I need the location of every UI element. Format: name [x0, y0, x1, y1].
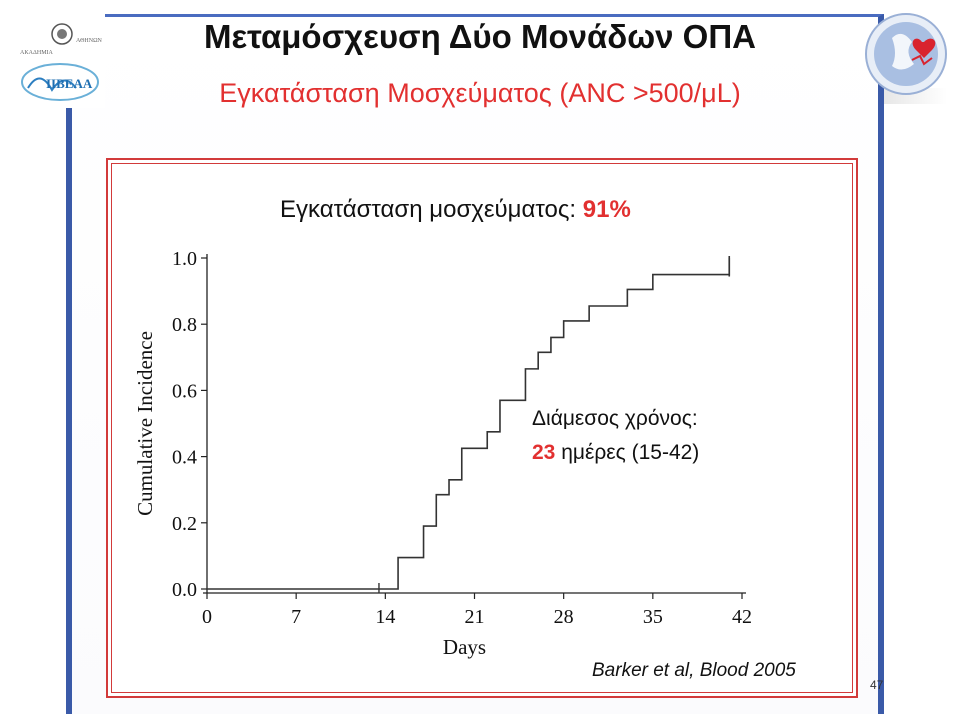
iibeaa-logo-text: IIBEAA	[46, 76, 93, 91]
y-tick-label: 0.4	[172, 447, 197, 469]
slide-title: Μεταμόσχευση Δύο Μονάδων ΟΠΑ	[204, 18, 756, 55]
svg-text:ΑΚΑΔΗΜΙΑ: ΑΚΑΔΗΜΙΑ	[20, 50, 54, 56]
incidence-step-line	[207, 258, 731, 590]
x-tick-label: 0	[202, 606, 212, 628]
y-tick-label: 0.8	[172, 314, 197, 336]
median-value: 23	[532, 441, 556, 464]
x-axis-label: Days	[443, 635, 486, 659]
y-axis-label: Cumulative Incidence	[133, 331, 157, 516]
page-number: 47	[870, 678, 884, 692]
slide-subtitle: Εγκατάσταση Μοσχεύματος (ANC >500/μL)	[219, 78, 741, 108]
headline-value: 91%	[582, 196, 631, 223]
citation: Barker et al, Blood 2005	[592, 660, 796, 681]
x-tick-label: 42	[732, 606, 752, 628]
y-tick-label: 0.2	[172, 513, 197, 535]
y-tick-label: 1.0	[172, 248, 197, 270]
median-time-note: Διάμεσος χρόνος: 23 ημέρες (15-42)	[532, 402, 699, 470]
x-tick-label: 35	[643, 606, 663, 628]
engraftment-headline: Εγκατάσταση μοσχεύματος: 91%	[280, 196, 631, 224]
x-tick-label: 14	[375, 606, 395, 628]
y-tick-label: 0.0	[172, 579, 197, 601]
academy-logo: ΑΚΑΔΗΜΙΑ ΑΘΗΝΩΝ IIBEAA	[10, 8, 105, 108]
x-tick-label: 21	[465, 606, 485, 628]
y-tick-label: 0.6	[172, 380, 197, 402]
median-label: Διάμεσος χρόνος:	[532, 407, 698, 430]
x-tick-label: 28	[554, 606, 574, 628]
x-tick-label: 7	[291, 606, 301, 628]
svg-text:ΑΘΗΝΩΝ: ΑΘΗΝΩΝ	[76, 38, 103, 44]
chart-panel	[106, 158, 858, 698]
organization-logo	[862, 8, 954, 104]
headline-text: Εγκατάσταση μοσχεύματος:	[280, 196, 583, 223]
median-range: ημέρες (15-42)	[555, 441, 700, 464]
